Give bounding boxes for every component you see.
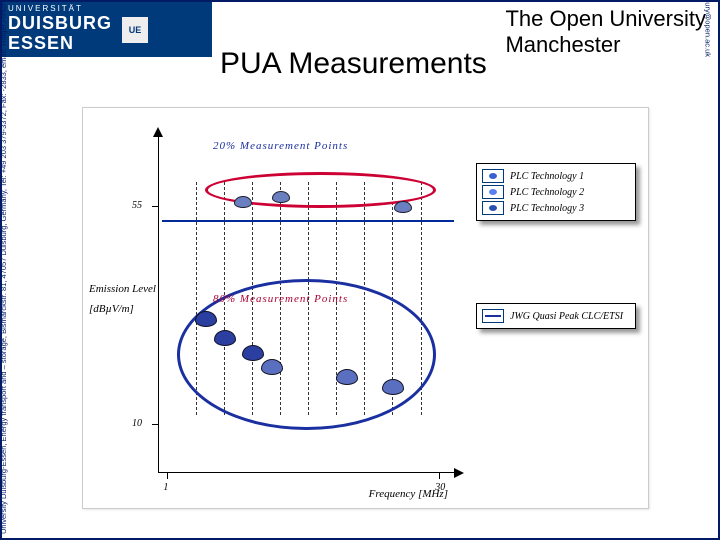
- partner-line1: The Open University: [505, 6, 706, 32]
- swatch-dot-icon: [489, 173, 497, 179]
- band80-point: [261, 359, 283, 375]
- side-text-left: University Duisburg-Essen, Energy transp…: [0, 0, 8, 534]
- logo-big1: DUISBURG: [8, 14, 112, 34]
- band20-point: [394, 201, 412, 213]
- band20-label: 20% Measurement Points: [213, 140, 348, 152]
- swatch-dot-icon: [489, 205, 497, 211]
- logo-big2: ESSEN: [8, 34, 112, 54]
- x-axis-arrow-icon: [454, 468, 464, 478]
- side-text-right: The Open University Manchester, 351 Altr…: [703, 0, 712, 57]
- legend-label: PLC Technology 1: [510, 171, 584, 182]
- page-root: UNIVERSITÄT DUISBURG ESSEN UE The Open U…: [0, 0, 720, 540]
- y-tick-label: 10: [132, 418, 142, 429]
- partner-title: The Open University Manchester: [505, 6, 706, 58]
- y-tick: [152, 424, 158, 425]
- band80-point: [214, 330, 236, 346]
- swatch-line-icon: [485, 315, 501, 317]
- band80-label: 80% Measurement Points: [213, 293, 348, 305]
- logo-mark: UE: [122, 17, 148, 43]
- legend-row: PLC Technology 1: [482, 169, 630, 183]
- y-axis-arrow-icon: [153, 127, 163, 137]
- legend-swatch: [482, 169, 504, 183]
- x-axis-label: Frequency [MHz]: [369, 488, 448, 500]
- swatch-dot-icon: [489, 189, 497, 195]
- chart-container: 1055130 Emission Level [dBµV/m] Frequenc…: [82, 107, 649, 509]
- legend-row: PLC Technology 3: [482, 201, 630, 215]
- legend-swatch: [482, 185, 504, 199]
- limit-line: [162, 220, 454, 222]
- legend-technologies: PLC Technology 1 PLC Technology 2 PLC Tech…: [476, 163, 636, 221]
- y-axis-label: Emission Level: [89, 283, 156, 295]
- y-tick-label: 55: [132, 200, 142, 211]
- x-tick: [167, 473, 168, 479]
- legend-label: PLC Technology 2: [510, 187, 584, 198]
- legend-row: PLC Technology 2: [482, 185, 630, 199]
- university-logo: UNIVERSITÄT DUISBURG ESSEN UE: [2, 2, 212, 57]
- y-axis-unit: [dBµV/m]: [89, 303, 134, 315]
- y-tick: [152, 206, 158, 207]
- legend-label: PLC Technology 3: [510, 203, 584, 214]
- partner-line2: Manchester: [505, 32, 706, 58]
- page-title: PUA Measurements: [220, 47, 487, 81]
- band80-point: [242, 345, 264, 361]
- band20-point: [272, 191, 290, 203]
- y-axis: [158, 133, 159, 473]
- x-tick: [439, 473, 440, 479]
- legend-swatch: [482, 309, 504, 323]
- band80-point: [336, 369, 358, 385]
- legend-row: JWG Quasi Peak CLC/ETSI: [482, 309, 630, 323]
- legend-swatch: [482, 201, 504, 215]
- legend-limit: JWG Quasi Peak CLC/ETSI: [476, 303, 636, 329]
- band80-point: [195, 311, 217, 327]
- legend-label: JWG Quasi Peak CLC/ETSI: [510, 311, 623, 322]
- x-tick-label: 1: [163, 482, 168, 493]
- band20-point: [234, 196, 252, 208]
- logo-text: UNIVERSITÄT DUISBURG ESSEN: [8, 5, 112, 53]
- x-axis: [158, 472, 458, 473]
